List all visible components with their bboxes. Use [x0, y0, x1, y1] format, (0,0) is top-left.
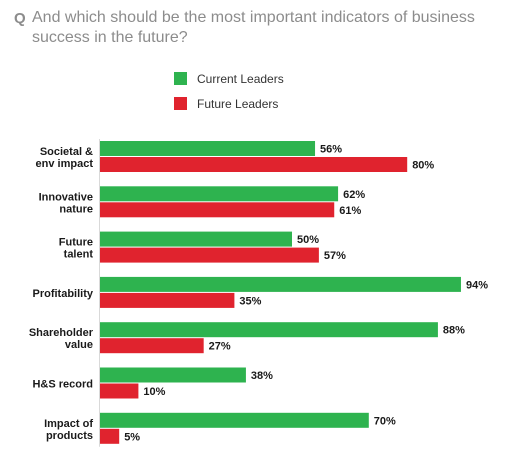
category-label-impact-of-products: Impact of products	[44, 418, 93, 442]
bar-current-leaders-hands-record	[100, 367, 246, 383]
bar-current-leaders-societal-and-env-impact	[100, 141, 316, 156]
value-label-future-leaders-societal-and-env-impact: 80%	[412, 160, 434, 172]
value-label-current-leaders-profitability: 94%	[466, 279, 488, 291]
bar-current-leaders-future-talent	[100, 231, 292, 247]
category-label-profitability: Profitability	[32, 288, 93, 300]
value-label-current-leaders-hands-record: 38%	[251, 370, 273, 382]
category-label-innovative-nature: Innovative nature	[39, 191, 93, 215]
value-label-current-leaders-societal-and-env-impact: 56%	[320, 144, 342, 156]
bar-future-leaders-societal-and-env-impact	[100, 157, 408, 172]
value-label-future-leaders-shareholder-value: 27%	[209, 341, 231, 353]
value-label-future-leaders-innovative-nature: 61%	[339, 205, 361, 217]
legend-item-current: Current Leaders	[174, 66, 284, 91]
value-label-current-leaders-innovative-nature: 62%	[343, 189, 365, 201]
question-heading: Q And which should be the most important…	[14, 8, 514, 48]
value-label-current-leaders-shareholder-value: 88%	[443, 325, 465, 337]
category-label-shareholder-value: Shareholder value	[29, 327, 94, 351]
bar-future-leaders-shareholder-value	[100, 338, 204, 354]
bar-future-leaders-profitability	[100, 292, 235, 308]
legend-swatch-future	[174, 97, 187, 110]
legend-label-future: Future Leaders	[197, 96, 279, 111]
legend-item-future: Future Leaders	[174, 91, 284, 116]
value-label-future-leaders-future-talent: 57%	[324, 250, 346, 262]
value-label-current-leaders-impact-of-products: 70%	[374, 415, 396, 427]
category-label-societal-and-env-impact: Societal & env impact	[36, 146, 94, 170]
bar-future-leaders-hands-record	[100, 383, 139, 399]
bar-future-leaders-innovative-nature	[100, 202, 335, 218]
value-label-future-leaders-hands-record: 10%	[143, 386, 165, 398]
bar-current-leaders-innovative-nature	[100, 186, 339, 202]
question-text: And which should be the most important i…	[32, 9, 475, 46]
question-marker: Q	[14, 10, 26, 27]
legend-label-current: Current Leaders	[197, 71, 284, 86]
bar-current-leaders-impact-of-products	[100, 412, 369, 428]
bar-future-leaders-future-talent	[100, 247, 319, 263]
category-label-future-talent: Future talent	[59, 237, 94, 261]
chart-legend: Current Leaders Future Leaders	[174, 66, 284, 116]
value-label-future-leaders-profitability: 35%	[239, 295, 261, 307]
value-label-future-leaders-impact-of-products: 5%	[124, 431, 140, 443]
bar-current-leaders-shareholder-value	[100, 322, 438, 338]
bar-current-leaders-profitability	[100, 276, 461, 292]
category-label-hands-record: H&S record	[32, 379, 93, 391]
value-label-current-leaders-future-talent: 50%	[297, 234, 319, 246]
bar-future-leaders-impact-of-products	[100, 428, 120, 444]
legend-swatch-current	[174, 72, 187, 85]
